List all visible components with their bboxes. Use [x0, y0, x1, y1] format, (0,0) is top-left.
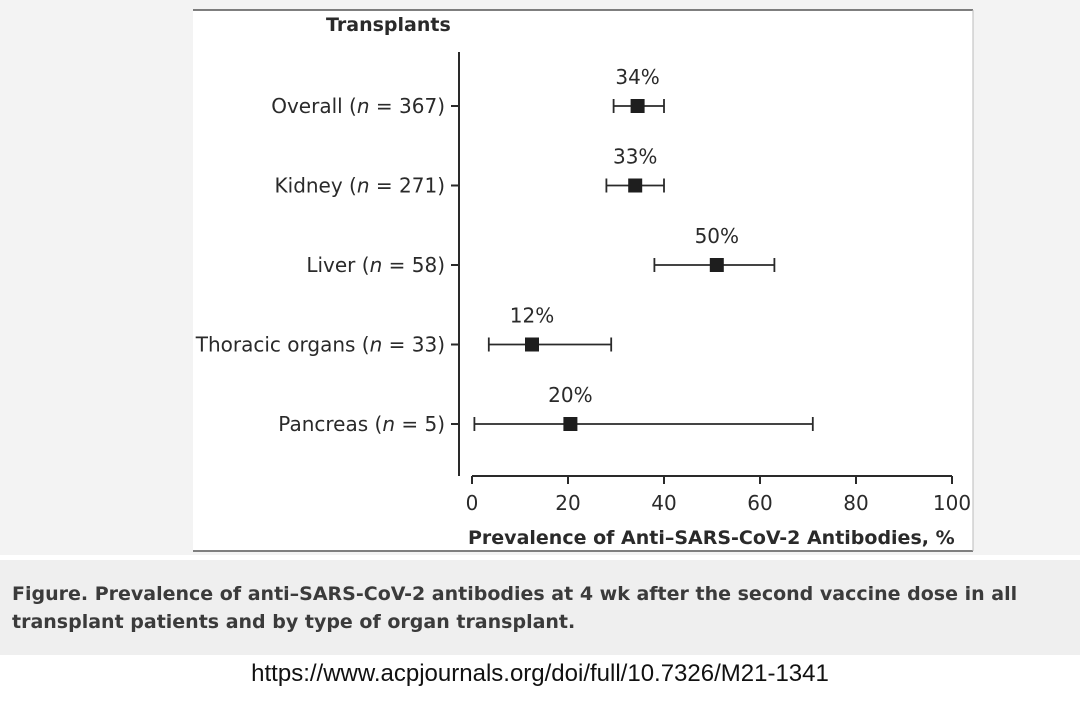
- chart-title: Transplants: [326, 14, 451, 36]
- forest-row: Thoracic organs (n = 33) 12%: [195, 304, 613, 357]
- rows-layer: Overall (n = 367) 34% Kidney (n = 271) 33% L…: [195, 65, 814, 436]
- estimate-marker: [709, 258, 724, 272]
- x-tick-label: 40: [651, 491, 676, 515]
- value-label: 34%: [615, 65, 659, 89]
- estimate-marker: [630, 99, 645, 113]
- row-label: Kidney (n = 271): [275, 174, 445, 198]
- plot-panel: [193, 10, 973, 552]
- value-label: 20%: [548, 383, 592, 407]
- forest-row: Kidney (n = 271) 33%: [275, 145, 665, 198]
- x-tick-label: 20: [555, 491, 580, 515]
- estimate-marker: [525, 337, 539, 352]
- estimate-marker: [628, 178, 643, 193]
- figure-caption: Figure. Prevalence of anti–SARS-CoV-2 an…: [12, 583, 1018, 633]
- estimate-marker: [563, 417, 578, 431]
- value-label: 12%: [510, 304, 554, 328]
- forest-row: Liver (n = 58) 50%: [306, 224, 776, 277]
- caption-box: Figure. Prevalence of anti–SARS-CoV-2 an…: [0, 560, 1080, 655]
- row-label: Thoracic organs (n = 33): [195, 333, 445, 357]
- row-label: Overall (n = 367): [271, 94, 445, 118]
- x-tick-label: 80: [843, 491, 868, 515]
- x-axis-label: Prevalence of Anti–SARS-CoV-2 Antibodies…: [468, 527, 955, 549]
- value-label: 50%: [695, 224, 739, 248]
- forest-row: Overall (n = 367) 34%: [271, 65, 665, 118]
- x-tick-label: 0: [466, 491, 479, 515]
- forest-plot: Transplants 0 20 40 60 80 100 Overall (n = 36…: [193, 9, 974, 552]
- value-label: 33%: [613, 145, 657, 169]
- row-label: Pancreas (n = 5): [278, 412, 445, 436]
- x-tick-label: 60: [747, 491, 772, 515]
- chart-frame: Transplants 0 20 40 60 80 100 Overall (n = 36…: [0, 0, 1080, 555]
- forest-row: Pancreas (n = 5) 20%: [278, 383, 814, 436]
- axis-layer: 0 20 40 60 80 100: [458, 52, 971, 515]
- source-url: https://www.acpjournals.org/doi/full/10.…: [251, 660, 829, 687]
- x-tick-label: 100: [933, 491, 971, 515]
- row-label: Liver (n = 58): [306, 253, 445, 277]
